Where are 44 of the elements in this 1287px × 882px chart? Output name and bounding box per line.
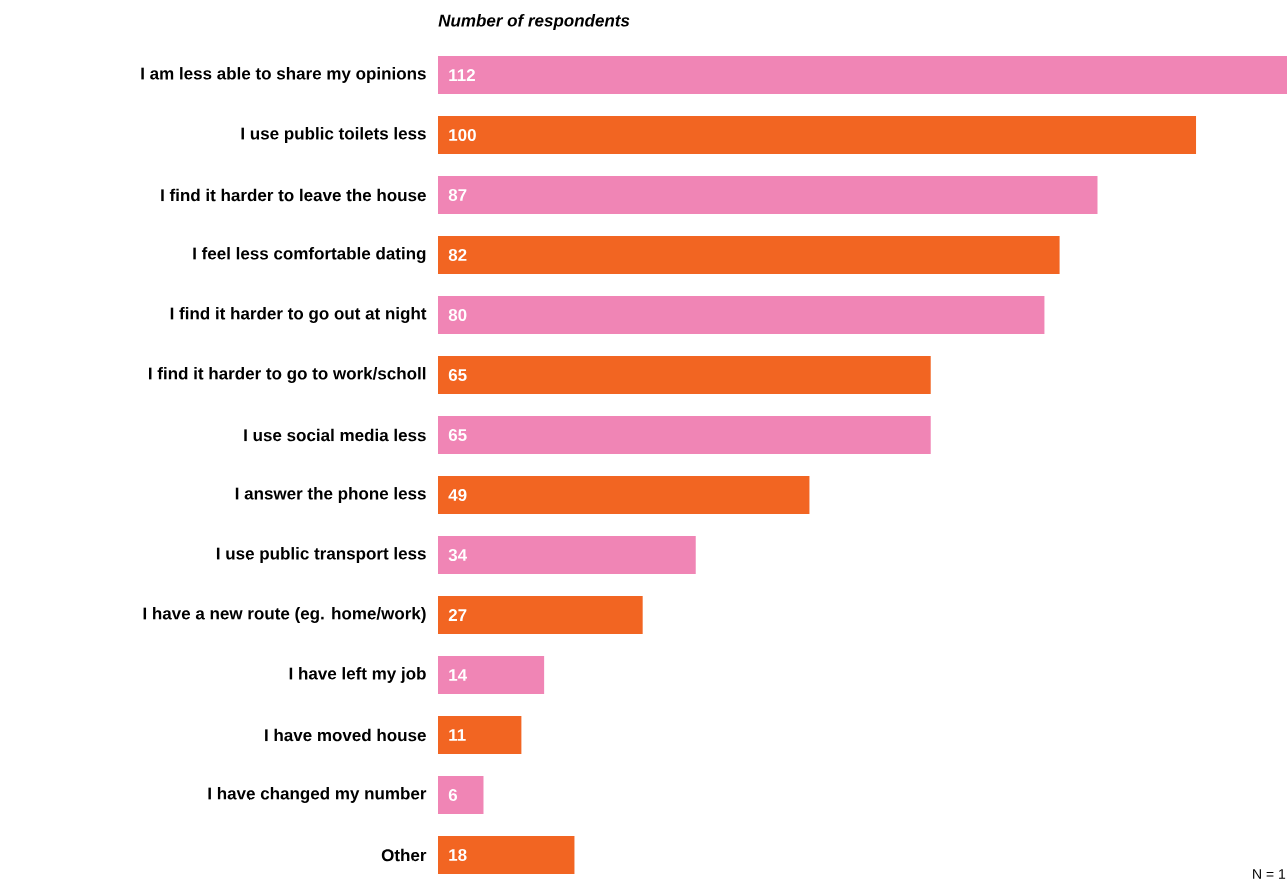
y-tick-label: I have a new route (eg. home/work) [143,607,426,623]
chart-title: Number of respondents [438,14,630,30]
bar [438,55,1287,94]
data-label: 80 [448,308,467,322]
data-label: 27 [448,609,467,621]
y-tick-label: I find it harder to go out at night [170,307,427,323]
bar [438,776,484,814]
bar [438,836,575,874]
data-label: 14 [449,669,468,681]
data-label: 18 [449,848,467,862]
bar [438,235,1060,274]
data-label: 6 [448,788,458,802]
data-label: 65 [448,428,467,442]
data-label: 82 [448,248,467,262]
data-label: 87 [448,188,467,202]
data-label: 34 [448,548,468,562]
y-tick-label: I have changed my number [208,787,427,803]
bar [438,415,931,454]
data-label: 100 [449,128,476,142]
bar [438,715,522,754]
y-tick-label: Other [381,848,427,862]
y-tick-label: I answer the phone less [235,487,426,503]
y-tick-label: I find it harder to go to work/scholl [149,367,426,383]
bar [438,595,643,634]
bar [438,355,931,394]
bar [438,476,810,514]
y-tick-label: I use public transport less [216,547,426,563]
y-tick-label: I feel less comfortable dating [193,247,426,263]
annotation: N = 1 [1253,869,1286,879]
y-tick-label: I have moved house [265,728,426,742]
data-label: 11 [449,729,466,741]
y-tick-label: I use social media less [244,428,426,442]
y-tick-label: I use public toilets less [241,127,426,143]
data-label: 65 [448,368,467,382]
y-tick-label: I find it harder to leave the house [161,188,426,202]
y-tick-label: I have left my job [289,667,426,683]
bar [438,176,1098,214]
bar [438,535,696,574]
bar [438,295,1045,334]
bar [438,655,545,694]
y-tick-label: I am less able to share my opinions [141,67,426,83]
data-label: 49 [448,488,467,502]
bar [438,115,1197,154]
data-label: 112 [449,69,475,81]
